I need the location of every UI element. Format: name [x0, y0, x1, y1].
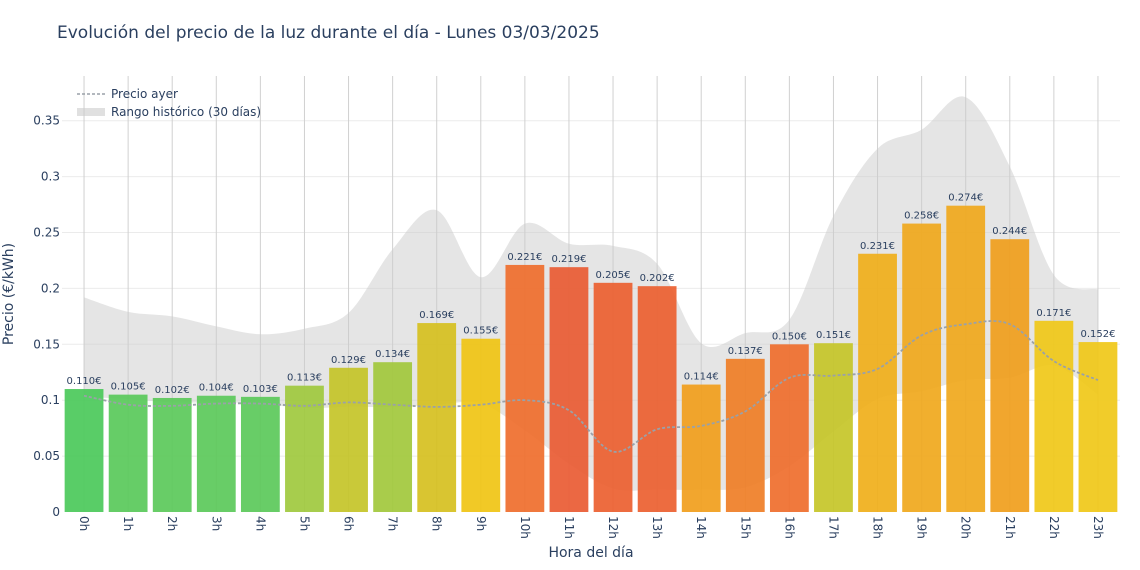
x-tick-label: 3h [209, 516, 223, 531]
bar-label-20h: 0.274€ [948, 193, 983, 204]
bar-label-21h: 0.244€ [992, 226, 1027, 237]
bar-2h [152, 397, 192, 512]
legend-label-yesterday: Precio ayer [111, 87, 178, 101]
y-tick-label: 0.15 [33, 337, 60, 351]
x-tick-label: 8h [430, 516, 444, 531]
x-tick-label: 7h [386, 516, 400, 531]
bar-22h [1034, 320, 1074, 512]
bar-6h [329, 367, 368, 512]
bar-14h [681, 384, 721, 512]
x-tick-label: 23h [1091, 516, 1105, 539]
historical-range-area [84, 96, 1098, 491]
x-tick-label: 12h [606, 516, 620, 539]
x-tick-label: 0h [77, 516, 91, 531]
x-tick-label: 19h [915, 516, 929, 539]
x-tick-label: 22h [1047, 516, 1061, 539]
x-tick-label: 2h [165, 516, 179, 531]
bar-label-13h: 0.202€ [640, 273, 675, 284]
bar-19h [902, 223, 942, 513]
bar-3h [196, 395, 236, 512]
x-tick-label: 16h [782, 516, 796, 539]
bar-8h [417, 323, 457, 512]
y-axis-ticks: 0 0.05 0.1 0.15 0.2 0.25 0.3 0.35 [33, 114, 60, 519]
bar-label-6h: 0.129€ [331, 355, 366, 366]
x-tick-label: 1h [121, 516, 135, 531]
bar-label-9h: 0.155€ [463, 326, 498, 337]
x-tick-label: 4h [253, 516, 267, 531]
y-tick-label: 0.05 [33, 449, 60, 463]
bar-18h [858, 253, 897, 512]
price-bars [64, 205, 1118, 513]
x-tick-label: 10h [518, 516, 532, 539]
bar-label-1h: 0.105€ [111, 382, 146, 393]
bar-label-18h: 0.231€ [860, 241, 895, 252]
bar-label-8h: 0.169€ [419, 310, 454, 321]
bar-label-14h: 0.114€ [684, 372, 719, 383]
bar-17h [814, 343, 853, 512]
chart-title: Evolución del precio de la luz durante e… [57, 23, 600, 43]
bar-16h [769, 344, 809, 512]
bar-9h [461, 338, 501, 512]
bar-label-5h: 0.113€ [287, 373, 322, 384]
legend-band-swatch [77, 108, 105, 116]
bar-5h [285, 385, 324, 512]
bar-10h [505, 264, 545, 512]
y-tick-label: 0.1 [41, 393, 60, 407]
x-tick-label: 15h [738, 516, 752, 539]
bar-label-15h: 0.137€ [728, 346, 763, 357]
x-tick-label: 20h [959, 516, 973, 539]
bar-23h [1078, 342, 1118, 512]
x-tick-label: 14h [694, 516, 708, 539]
bar-label-3h: 0.104€ [199, 383, 234, 394]
bar-label-7h: 0.134€ [375, 349, 410, 360]
bar-label-11h: 0.219€ [551, 254, 586, 265]
x-axis-title: Hora del día [548, 545, 633, 561]
x-tick-label: 21h [1003, 516, 1017, 539]
bar-4h [240, 396, 280, 512]
bar-label-4h: 0.103€ [243, 384, 278, 395]
y-tick-label: 0.25 [33, 226, 60, 240]
bar-label-0h: 0.110€ [67, 376, 102, 387]
bar-21h [990, 239, 1030, 512]
x-tick-label: 17h [826, 516, 840, 539]
y-tick-label: 0 [52, 505, 60, 519]
x-tick-label: 18h [871, 516, 885, 539]
bar-label-19h: 0.258€ [904, 211, 939, 222]
legend-label-range: Rango histórico (30 días) [111, 105, 261, 119]
bar-13h [637, 286, 677, 512]
bar-label-2h: 0.102€ [155, 385, 190, 396]
x-tick-label: 5h [297, 516, 311, 531]
bar-20h [946, 205, 986, 512]
bar-label-23h: 0.152€ [1080, 329, 1115, 340]
bar-12h [593, 282, 633, 512]
legend: Precio ayer Rango histórico (30 días) [77, 87, 261, 119]
bar-label-10h: 0.221€ [507, 252, 542, 263]
y-tick-label: 0.2 [41, 281, 60, 295]
y-tick-label: 0.35 [33, 114, 60, 128]
bar-1h [108, 394, 148, 512]
bar-label-12h: 0.205€ [596, 270, 631, 281]
bar-7h [373, 362, 413, 512]
x-tick-label: 13h [650, 516, 664, 539]
bar-label-22h: 0.171€ [1036, 308, 1071, 319]
x-axis-ticks: 0h 1h 2h 3h 4h 5h 6h 7h 8h 9h 10h 11h 12h 13h 14h 15h 16… [77, 516, 1105, 539]
historical-range-band [84, 96, 1098, 491]
x-tick-label: 9h [474, 516, 488, 531]
bar-11h [549, 267, 589, 512]
y-axis-title: Precio (€/kWh) [1, 243, 17, 345]
bar-0h [64, 389, 104, 512]
y-tick-label: 0.3 [41, 170, 60, 184]
bar-label-17h: 0.151€ [816, 330, 851, 341]
bar-15h [725, 358, 765, 512]
bar-label-16h: 0.150€ [772, 331, 807, 342]
bar-labels: 0.110€ 0.105€ 0.102€ 0.104€ 0.103€ 0.113€ 0.12… [67, 193, 1116, 396]
x-tick-label: 11h [562, 516, 576, 539]
x-tick-label: 6h [342, 516, 356, 531]
